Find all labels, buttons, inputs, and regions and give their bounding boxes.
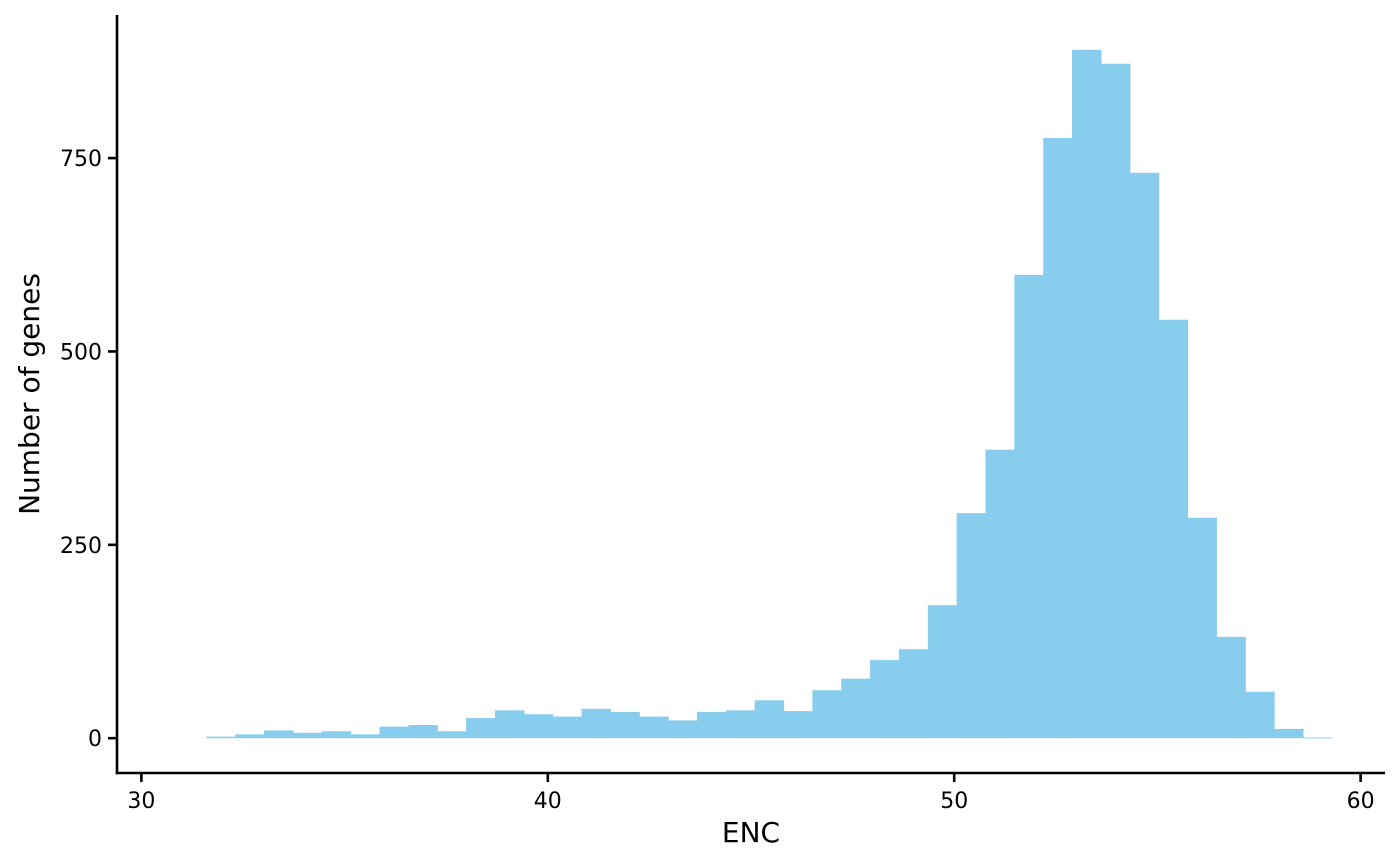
y-tick-label: 0 <box>88 727 102 752</box>
y-tick-label: 500 <box>60 340 102 365</box>
x-tick-label: 40 <box>534 789 562 814</box>
histogram-bar <box>1302 737 1333 739</box>
x-ticks-group: 30 40 50 60 <box>127 773 1375 814</box>
histogram-bar <box>1187 517 1217 739</box>
histogram-bar <box>437 731 467 739</box>
histogram-bar <box>1216 636 1246 739</box>
y-ticks-group: 0 250 500 750 <box>60 147 117 752</box>
bars-group <box>206 49 1333 739</box>
histogram-bar <box>898 649 929 739</box>
histogram-bar <box>696 711 727 739</box>
x-tick-label: 50 <box>940 789 968 814</box>
histogram-bar <box>1072 49 1102 739</box>
histogram-bar <box>466 718 496 739</box>
histogram-bar <box>639 716 669 739</box>
histogram-bar <box>956 513 987 739</box>
x-axis-title: ENC <box>722 816 780 849</box>
histogram-bar <box>754 700 785 739</box>
histogram-bar <box>264 730 294 739</box>
histogram-bar <box>927 605 958 739</box>
histogram-bar <box>1043 137 1073 739</box>
histogram-bar <box>1014 274 1044 739</box>
histogram-bar <box>1129 172 1160 739</box>
histogram-bar <box>523 714 554 739</box>
histogram-bar <box>581 708 611 739</box>
histogram-bar <box>725 710 756 739</box>
y-axis-title: Number of genes <box>13 273 46 515</box>
y-tick-label: 750 <box>60 147 102 172</box>
histogram-bar <box>408 725 438 739</box>
histogram-bar <box>552 716 583 739</box>
x-tick-label: 30 <box>127 789 155 814</box>
histogram-bar <box>494 710 525 739</box>
histogram-bar <box>841 678 871 739</box>
histogram-bar <box>610 711 640 739</box>
histogram-bar <box>206 736 236 739</box>
histogram-bar <box>1100 63 1131 739</box>
histogram-bar <box>1158 319 1189 739</box>
histogram-bar <box>812 690 842 739</box>
y-tick-label: 250 <box>60 534 102 559</box>
histogram-bar <box>235 734 265 739</box>
histogram-bar <box>379 726 409 739</box>
histogram-bar <box>350 734 381 739</box>
histogram-bar <box>668 720 698 739</box>
histogram-bar <box>1274 728 1304 739</box>
histogram-bar <box>783 711 813 739</box>
histogram-bar <box>870 660 900 739</box>
histogram-bar <box>292 732 323 739</box>
histogram-bar <box>985 449 1015 739</box>
histogram-bar <box>321 731 352 739</box>
x-tick-label: 60 <box>1347 789 1375 814</box>
histogram-bar <box>1245 691 1275 739</box>
